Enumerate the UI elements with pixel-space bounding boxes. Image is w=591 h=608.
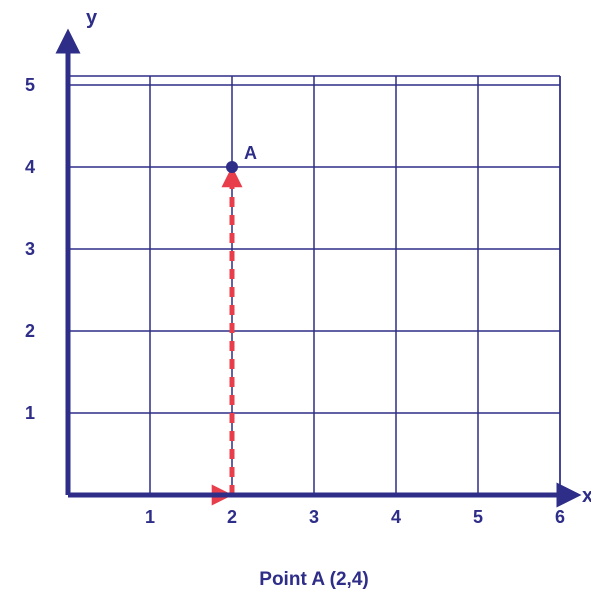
y-tick-label: 5 (25, 75, 35, 95)
y-axis-label: y (86, 7, 98, 29)
y-tick-label: 1 (25, 403, 35, 423)
y-tick-label: 2 (25, 321, 35, 341)
x-axis-label: x (582, 485, 591, 507)
x-tick-label: 6 (555, 507, 565, 527)
caption: Point A (2,4) (259, 569, 368, 590)
x-tick-label: 1 (145, 507, 155, 527)
coordinate-plane-diagram: 1 2 3 4 5 6 1 2 3 4 5 x y A Point A (2,4) (0, 0, 591, 608)
x-tick-label: 4 (391, 507, 401, 527)
x-tick-label: 5 (473, 507, 483, 527)
x-tick-label: 3 (309, 507, 319, 527)
y-tick-label: 4 (25, 157, 35, 177)
x-tick-label: 2 (227, 507, 237, 527)
point-a (226, 161, 238, 173)
y-tick-label: 3 (25, 239, 35, 259)
point-a-label: A (244, 143, 257, 163)
